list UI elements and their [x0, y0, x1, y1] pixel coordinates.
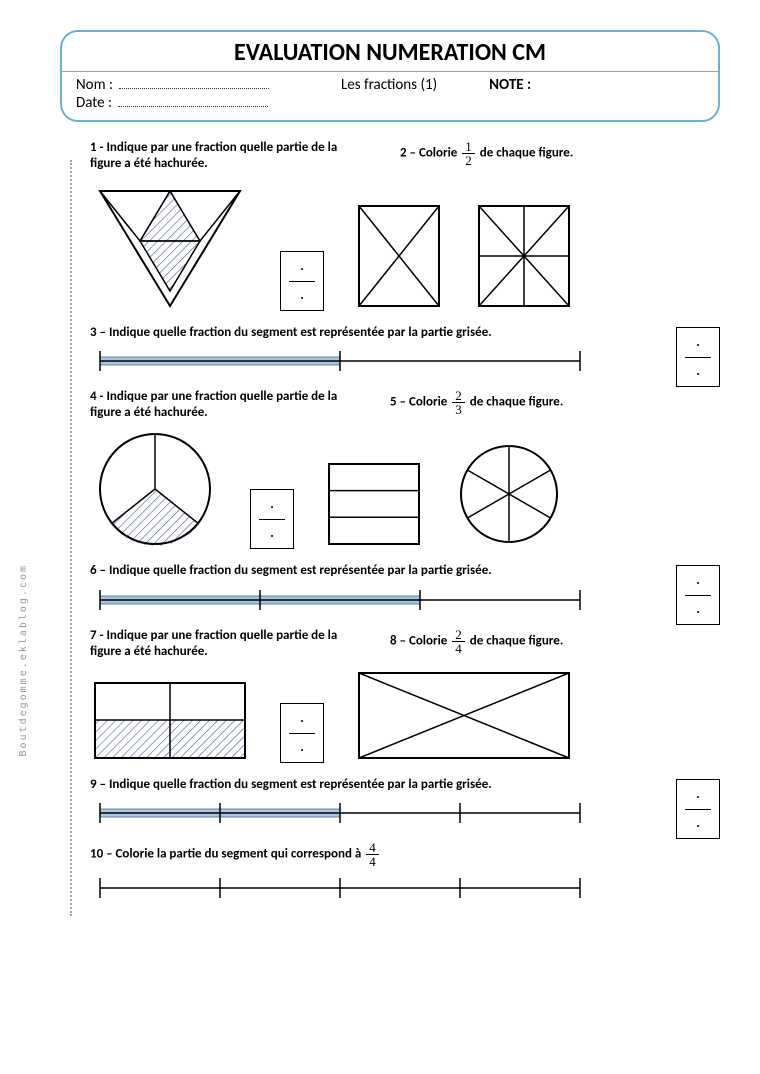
q9-answer-box[interactable]: ··: [676, 779, 720, 839]
q3-number-line: [90, 347, 590, 377]
q4-figure-circle: [90, 429, 220, 549]
nom-label: Nom :: [76, 76, 113, 94]
q6-answer-box[interactable]: ··: [676, 565, 720, 625]
q5-figure-circle6: [454, 439, 564, 549]
watermark-text: Boutdegomme.eklablog.com: [18, 564, 29, 757]
q5-figure-rect3: [324, 459, 424, 549]
q7-figure-rect4: [90, 678, 250, 763]
q6-text: 6 – Indique quelle fraction du segment e…: [90, 563, 646, 579]
q8-figure-rect-x: [354, 668, 574, 763]
q4-answer-box[interactable]: ··: [250, 489, 294, 549]
q7-answer-box[interactable]: ··: [280, 703, 324, 763]
q1-text: 1 - Indique par une fraction quelle part…: [90, 140, 370, 173]
margin-dotted-line: [70, 160, 72, 916]
note-label: NOTE :: [489, 76, 531, 94]
page-title: EVALUATION NUMERATION CM: [76, 38, 704, 71]
q7-text: 7 - Indique par une fraction quelle part…: [90, 628, 370, 661]
q1-answer-box[interactable]: ··: [280, 251, 324, 311]
subtitle: Les fractions (1): [341, 76, 437, 94]
date-field[interactable]: [118, 94, 268, 107]
q4-text: 4 - Indique par une fraction quelle part…: [90, 389, 370, 422]
q6-number-line: [90, 586, 590, 616]
q2-figure-rect-8: [474, 201, 574, 311]
q5-text: 5 – Colorie 23 de chaque figure.: [390, 389, 563, 416]
q9-number-line: [90, 799, 590, 829]
q2-figure-rect-x: [354, 201, 444, 311]
header-box: EVALUATION NUMERATION CM Nom : Les fract…: [60, 30, 720, 122]
date-label: Date :: [76, 94, 112, 112]
nom-field[interactable]: [119, 76, 269, 89]
q10-number-line[interactable]: [90, 874, 590, 904]
q8-text: 8 – Colorie 24 de chaque figure.: [390, 628, 563, 655]
q1-figure-triangle: [90, 181, 250, 311]
q3-text: 3 – Indique quelle fraction du segment e…: [90, 325, 646, 341]
q10-text: 10 – Colorie la partie du segment qui co…: [90, 841, 720, 868]
header-divider: [62, 71, 718, 72]
q3-answer-box[interactable]: ··: [676, 327, 720, 387]
q9-text: 9 – Indique quelle fraction du segment e…: [90, 777, 646, 793]
q2-text: 2 – Colorie 12 de chaque figure.: [400, 140, 573, 167]
